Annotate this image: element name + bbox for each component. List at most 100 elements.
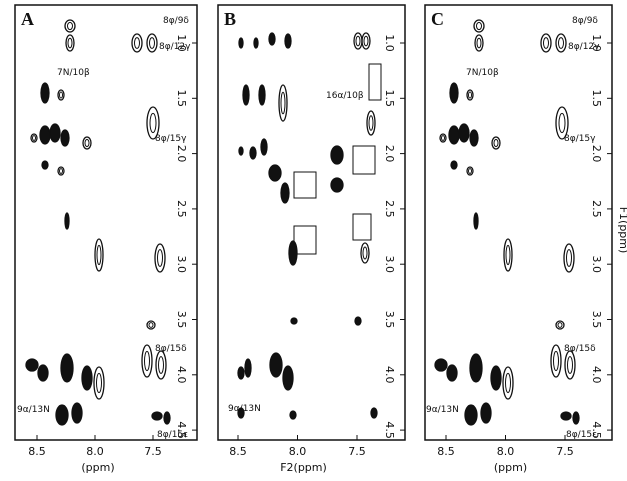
contour-peak [555, 106, 569, 140]
contour-peak [366, 110, 376, 136]
contour-peak [434, 358, 448, 372]
contour-peak [290, 317, 298, 325]
y-tick-label: 2.5 [383, 200, 396, 218]
peak-annotation: 8φ/9δ [163, 16, 189, 26]
contour-peak [458, 123, 470, 143]
peak-annotation: 8φ/12γ [568, 42, 600, 52]
peak-annotation: 9α/13N [426, 405, 459, 415]
x-tick-label: 8.5 [28, 445, 46, 458]
contour-peak [249, 146, 257, 160]
peak-annotation: 8φ/15γ [155, 134, 187, 144]
contour-peak [39, 125, 51, 145]
contour-peak [82, 136, 92, 150]
y-tick-label: 2.0 [383, 145, 396, 163]
peak-annotation: 9α/13N [228, 404, 261, 414]
contour-peak [466, 89, 474, 101]
contour-peak [40, 82, 50, 104]
contour-peak [370, 407, 378, 419]
y-tick-label: 1.0 [590, 34, 603, 52]
contour-peak [503, 238, 513, 272]
x-tick-label: 7.5 [144, 445, 162, 458]
contour-peak [65, 34, 75, 52]
contour-peak [268, 164, 282, 182]
panel-frame [14, 4, 198, 441]
y-tick-label: 1.5 [383, 90, 396, 108]
panel-label: A [21, 9, 34, 29]
contour-peak [558, 37, 564, 49]
contour-peak [572, 411, 580, 425]
contour-peak [238, 146, 244, 156]
contour-peak [67, 37, 73, 49]
contour-peak [288, 240, 298, 266]
contour-peak [81, 365, 93, 391]
highlight-box [352, 213, 372, 241]
peak-annotation: 7N/10β [466, 68, 499, 78]
y-tick-label: 4.5 [175, 421, 188, 439]
y-tick-label: 2.5 [590, 200, 603, 218]
contour-peak [449, 82, 459, 104]
x-tick-label: 8.0 [86, 445, 104, 458]
contour-peak [59, 168, 63, 174]
contour-peak [96, 372, 102, 394]
contour-peak [154, 243, 166, 273]
contour-peak [564, 350, 576, 380]
panel-frame [424, 4, 613, 441]
contour-peak [60, 129, 70, 147]
y-tick-label: 1.5 [175, 90, 188, 108]
contour-peak [268, 32, 276, 46]
x-tick-label: 8.5 [437, 445, 455, 458]
peak-annotation: 8φ/15γ [564, 134, 596, 144]
contour-peak [282, 365, 294, 391]
contour-peak [94, 238, 104, 272]
x-tick-label: 8.0 [497, 445, 515, 458]
contour-peak [84, 138, 90, 148]
contour-peak [242, 84, 250, 106]
y-tick-label: 3.0 [175, 255, 188, 273]
peak-annotation: 7N/10β [57, 68, 90, 78]
panel: B 8.5 8.0 7.5 F2(ppm) 1.0 1.5 2.0 2.5 3.0 3.5 4.0 4.… [217, 4, 406, 474]
contour-peak [446, 364, 458, 382]
contour-peak [363, 35, 369, 47]
panel-frame [217, 4, 406, 441]
contour-peak [468, 168, 472, 174]
contour-peak [557, 322, 563, 328]
contour-peak [131, 33, 143, 53]
contour-peak [37, 364, 49, 382]
contour-peak [558, 112, 566, 134]
contour-peak [555, 320, 565, 330]
contour-peak [330, 145, 344, 165]
contour-peak [448, 125, 460, 145]
contour-peak [237, 407, 245, 419]
y-tick-label: 1.5 [590, 90, 603, 108]
y-tick-label: 1.0 [175, 34, 188, 52]
contour-peak [560, 411, 572, 421]
y-tick-label: 2.0 [175, 145, 188, 163]
panel: C 8.5 8.0 7.5 (ppm) 1.0 1.5 2.0 2.5 3.0 3.5 4.0 4.5 F… [424, 4, 627, 474]
contour-peak [238, 37, 244, 49]
panel-label: B [224, 9, 236, 29]
contour-peak [473, 212, 479, 230]
contour-peak [563, 243, 575, 273]
highlight-box [368, 63, 382, 101]
contour-peak [469, 129, 479, 147]
peak-annotation: 8φ/15ε [157, 430, 188, 440]
contour-peak [368, 115, 374, 131]
contour-peak [502, 366, 514, 400]
y-tick-label: 4.0 [383, 366, 396, 384]
contour-peak [158, 356, 164, 374]
contour-peak [362, 246, 368, 260]
contour-peak [64, 19, 76, 33]
contour-peak [253, 37, 259, 49]
x-axis-label: F2(ppm) [280, 461, 327, 474]
contour-peak [146, 320, 156, 330]
y-axis-label: F1(ppm) [617, 207, 627, 254]
contour-peak [32, 135, 36, 141]
contour-peak [260, 138, 268, 156]
contour-peak [278, 84, 288, 122]
panel-label: C [431, 9, 444, 29]
contour-peak [49, 123, 61, 143]
y-tick-label: 4.0 [590, 366, 603, 384]
contour-peak [284, 33, 292, 49]
contour-peak [144, 350, 150, 372]
y-tick-label: 3.5 [175, 311, 188, 329]
